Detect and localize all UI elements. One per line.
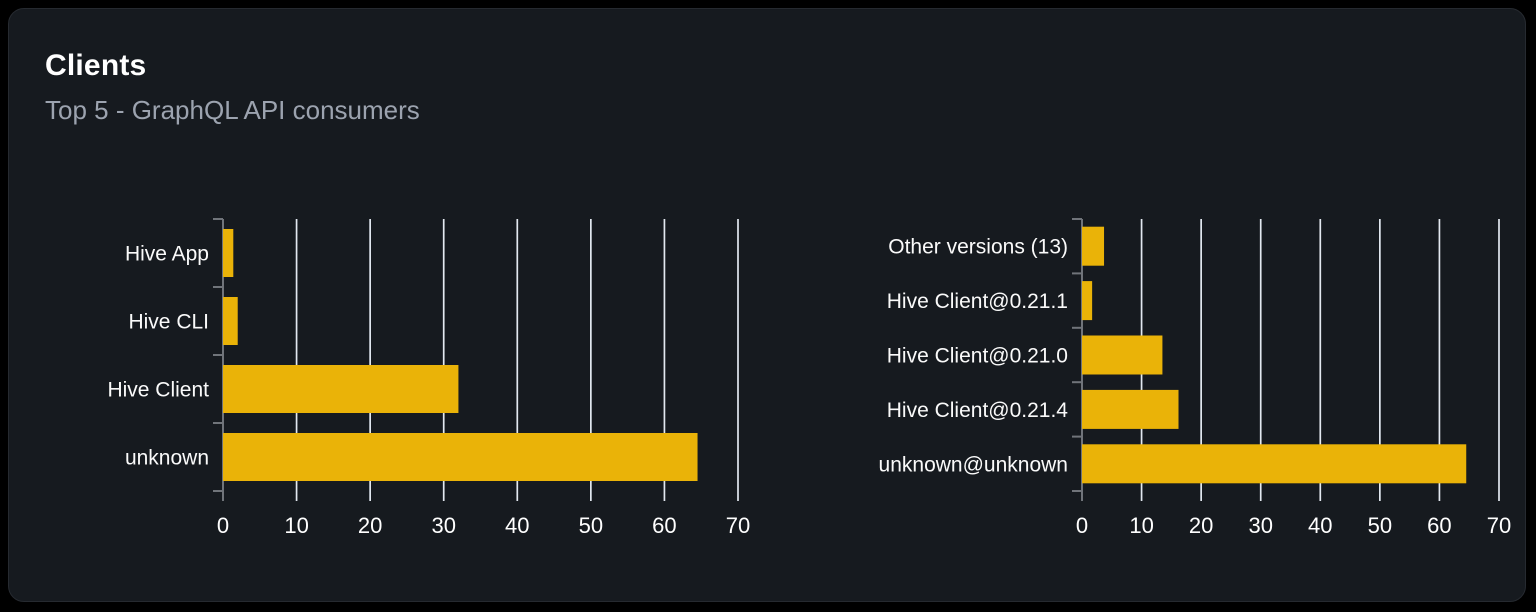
x-tick-label: 0 <box>1076 513 1088 538</box>
bar[interactable] <box>223 229 234 277</box>
card-title: Clients <box>45 49 147 82</box>
card-subtitle: Top 5 - GraphQL API consumers <box>45 95 420 125</box>
x-tick-label: 50 <box>1368 513 1392 538</box>
category-label: Hive App <box>125 243 209 266</box>
category-label: Hive Client@0.21.1 <box>887 290 1068 313</box>
card-header: Clients Top 5 - GraphQL API consumers <box>45 49 420 126</box>
category-label: unknown <box>125 447 209 470</box>
x-tick-label: 30 <box>431 513 455 538</box>
x-tick-label: 30 <box>1248 513 1272 538</box>
x-tick-label: 60 <box>1427 513 1451 538</box>
x-tick-label: 20 <box>358 513 382 538</box>
category-label: Hive Client@0.21.4 <box>887 399 1069 422</box>
bar[interactable] <box>223 297 238 345</box>
x-tick-label: 60 <box>652 513 676 538</box>
x-tick-label: 10 <box>1129 513 1153 538</box>
bar[interactable] <box>223 365 459 413</box>
bar[interactable] <box>223 433 698 481</box>
bar[interactable] <box>1082 335 1163 375</box>
clients-card: Clients Top 5 - GraphQL API consumers Hi… <box>8 8 1526 602</box>
clients-by-name-svg: Hive App Hive CLI Hive Client unknown 0 10 20 3… <box>107 218 750 538</box>
bar[interactable] <box>1082 444 1467 484</box>
x-tick-label: 10 <box>284 513 308 538</box>
x-tick-label: 70 <box>1487 513 1511 538</box>
x-tick-label: 20 <box>1189 513 1213 538</box>
bar[interactable] <box>1082 389 1179 429</box>
x-tick-label: 50 <box>579 513 603 538</box>
clients-by-version-svg: Other versions (13) Hive Client@0.21.1 Hiv… <box>879 218 1511 538</box>
x-tick-label: 40 <box>505 513 529 538</box>
category-label: Hive Client <box>107 379 209 402</box>
x-tick-label: 0 <box>217 513 229 538</box>
bar[interactable] <box>1082 226 1105 266</box>
clients-by-version-chart: Other versions (13) Hive Client@0.21.1 Hiv… <box>777 199 1536 569</box>
clients-by-name-chart: Hive App Hive CLI Hive Client unknown 0 10 20 3… <box>9 199 777 569</box>
bar[interactable] <box>1082 281 1093 321</box>
category-label: Hive CLI <box>128 311 209 334</box>
category-label: Other versions (13) <box>888 236 1068 259</box>
category-label: unknown@unknown <box>879 453 1068 476</box>
charts-row: Hive App Hive CLI Hive Client unknown 0 10 20 3… <box>9 199 1536 569</box>
category-label: Hive Client@0.21.0 <box>887 345 1068 368</box>
x-tick-label: 40 <box>1308 513 1332 538</box>
x-tick-label: 70 <box>726 513 750 538</box>
